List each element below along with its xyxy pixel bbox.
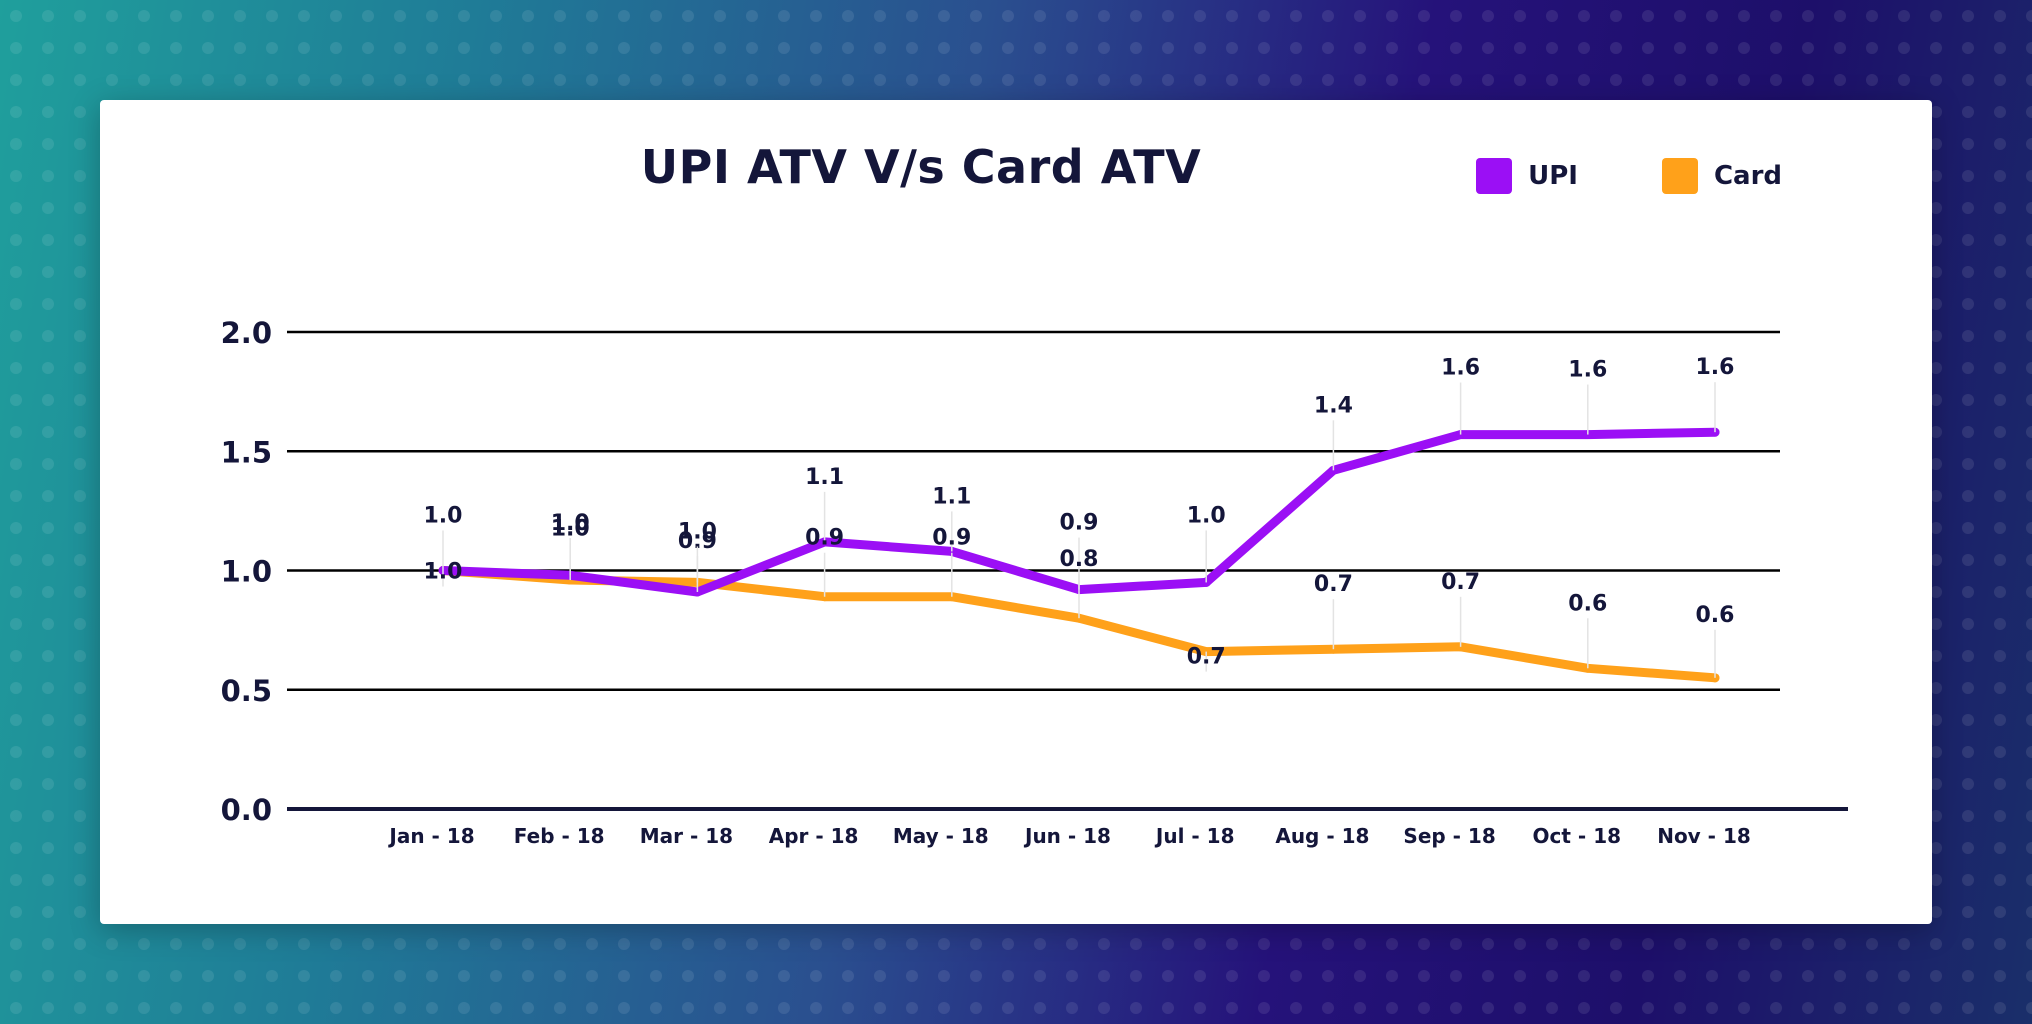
x-tick-label: Aug - 18 xyxy=(1275,824,1369,848)
x-tick-label: Jan - 18 xyxy=(387,824,474,848)
x-axis: Jan - 18 Feb - 18 Mar - 18 Apr - 18 May - 18… xyxy=(387,824,1750,848)
x-tick-label: May - 18 xyxy=(893,824,989,848)
chart-card: UPI ATV V/s Card ATV UPI Card 0.0 0.5 1.0 1… xyxy=(100,100,1932,924)
data-label-layer: 1.01.00.91.11.10.9 1.01.41.6 1.6 1.61.01.0 1… xyxy=(424,355,1735,678)
data-label-upi: 0.9 xyxy=(1060,511,1099,536)
y-tick-label: 1.5 xyxy=(221,435,272,469)
data-label-upi: 1.6 xyxy=(1441,356,1480,381)
data-label-card: 0.7 xyxy=(1314,572,1353,597)
data-label-card: 0.7 xyxy=(1187,645,1226,670)
x-tick-label: Oct - 18 xyxy=(1533,824,1621,848)
data-label-card: 1.0 xyxy=(678,519,717,544)
data-label-card: 0.6 xyxy=(1568,591,1607,616)
data-label-card: 1.0 xyxy=(424,560,463,585)
legend-label-card: Card xyxy=(1713,161,1782,191)
data-label-upi: 1.0 xyxy=(1187,503,1226,528)
x-tick-label: Jun - 18 xyxy=(1023,824,1111,848)
data-label-card: 0.9 xyxy=(932,526,971,551)
y-axis: 0.0 0.5 1.0 1.5 2.0 xyxy=(221,316,272,827)
data-label-upi: 1.0 xyxy=(424,504,463,529)
data-label-card: 0.8 xyxy=(1060,547,1099,572)
line-chart: 0.0 0.5 1.0 1.5 2.0 Jan - 18 Feb - 18 Mar - 18… xyxy=(221,316,1848,848)
y-tick-label: 2.0 xyxy=(221,316,272,350)
legend-item-upi[interactable]: UPI xyxy=(1476,158,1578,194)
x-tick-label: Apr - 18 xyxy=(769,824,859,848)
x-tick-label: Jul - 18 xyxy=(1154,824,1235,848)
data-label-upi: 1.6 xyxy=(1568,358,1607,383)
legend-item-card[interactable]: Card xyxy=(1661,158,1782,194)
data-point-upi[interactable] xyxy=(947,546,957,556)
data-label-upi: 1.0 xyxy=(551,516,590,541)
chart-legend: UPI Card xyxy=(1476,158,1782,194)
x-tick-label: Nov - 18 xyxy=(1657,824,1751,848)
data-label-card: 1.0 xyxy=(551,511,590,536)
y-tick-label: 0.5 xyxy=(221,674,272,708)
y-tick-label: 0.0 xyxy=(221,793,272,827)
x-tick-label: Sep - 18 xyxy=(1403,824,1495,848)
legend-swatch-upi xyxy=(1476,158,1513,194)
x-tick-label: Mar - 18 xyxy=(640,824,733,848)
legend-swatch-card xyxy=(1661,158,1698,194)
data-label-upi: 1.6 xyxy=(1696,355,1735,380)
data-label-card: 0.6 xyxy=(1696,603,1735,628)
y-tick-label: 1.0 xyxy=(221,555,272,589)
data-label-upi: 1.1 xyxy=(805,465,844,490)
chart-title: UPI ATV V/s Card ATV xyxy=(640,140,1202,194)
data-label-card: 0.7 xyxy=(1441,570,1480,595)
data-label-upi: 1.1 xyxy=(932,484,971,509)
data-label-upi: 1.4 xyxy=(1314,393,1353,418)
data-label-card: 0.9 xyxy=(805,526,844,551)
legend-label-upi: UPI xyxy=(1528,161,1578,191)
x-tick-label: Feb - 18 xyxy=(514,824,605,848)
